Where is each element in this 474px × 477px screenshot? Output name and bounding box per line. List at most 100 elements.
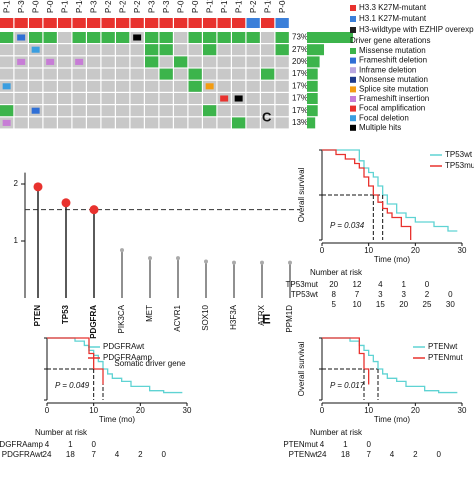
cell xyxy=(72,117,86,129)
cell xyxy=(0,56,14,68)
cell xyxy=(87,68,101,80)
sample-label: P-19 xyxy=(234,0,243,13)
cell xyxy=(217,44,231,56)
cell xyxy=(145,93,159,104)
cell xyxy=(58,105,72,117)
alteration xyxy=(217,32,231,43)
cell xyxy=(217,68,231,80)
cell xyxy=(174,117,188,129)
dot xyxy=(33,182,43,192)
alteration xyxy=(145,44,159,56)
risk-title: Number at risk xyxy=(310,268,363,277)
risk-count: 12 xyxy=(353,280,362,289)
risk-row-label: TP53mut xyxy=(286,280,319,289)
risk-count: 3 xyxy=(401,290,406,299)
cell xyxy=(174,93,188,104)
alteration xyxy=(159,32,173,43)
x-tick-label: 0 xyxy=(45,406,50,415)
legend-title: Driver gene alterations xyxy=(350,36,430,45)
alteration xyxy=(31,107,40,114)
cell xyxy=(72,105,86,117)
risk-count: 4 xyxy=(390,450,395,459)
h3-cell xyxy=(246,18,260,28)
cell xyxy=(174,44,188,56)
cell xyxy=(246,93,260,104)
legend-label: Multiple hits xyxy=(359,123,401,132)
alteration xyxy=(232,32,246,43)
legend-label: Nonsense mutation xyxy=(359,75,428,84)
cell xyxy=(246,105,260,117)
cell xyxy=(101,117,115,129)
x-axis-label: Somatic driver gene xyxy=(114,359,186,368)
cell xyxy=(261,105,275,117)
legend-swatch xyxy=(350,57,356,64)
alteration xyxy=(275,44,289,56)
legend-label: H3.3 K27M-mutant xyxy=(359,3,427,12)
legend-label: PDGFRAamp xyxy=(103,353,152,362)
risk-count: 3 xyxy=(378,290,383,299)
sample-label: P-11 xyxy=(205,0,214,13)
alteration xyxy=(234,95,243,102)
h3-cell xyxy=(145,18,159,28)
h3-cell xyxy=(174,18,188,28)
cell xyxy=(72,80,86,92)
risk-count: 7 xyxy=(355,290,360,299)
cell xyxy=(0,44,14,56)
sample-label: P-17 xyxy=(220,0,229,13)
cell xyxy=(58,56,72,68)
panel-label: C xyxy=(262,109,272,124)
cell xyxy=(130,56,144,68)
gene-label: MET xyxy=(145,305,154,322)
h3-cell xyxy=(58,18,72,28)
percent-label: 17% xyxy=(292,81,308,90)
legend-label: H3.1 K27M-mutant xyxy=(359,14,427,23)
cell xyxy=(87,117,101,129)
x-tick-label: 30 xyxy=(458,406,467,415)
dot xyxy=(260,260,264,265)
cell xyxy=(14,44,28,56)
x-tick-label: 30 xyxy=(183,406,192,415)
cell xyxy=(232,80,246,92)
risk-count: 0 xyxy=(161,450,166,459)
risk-count: 2 xyxy=(138,450,143,459)
x-tick-label: 20 xyxy=(411,406,420,415)
cell xyxy=(188,117,202,129)
cell xyxy=(203,68,217,80)
risk-count: 4 xyxy=(115,450,120,459)
cell xyxy=(246,68,260,80)
alteration xyxy=(29,32,43,43)
cell xyxy=(217,105,231,117)
cell xyxy=(58,32,72,43)
alteration xyxy=(2,119,11,126)
dot xyxy=(176,256,180,261)
p-value: P = 0.049 xyxy=(55,381,90,390)
gene-label: H3F3A xyxy=(229,304,238,330)
risk-title: Number at risk xyxy=(35,428,88,437)
cell xyxy=(29,80,43,92)
survival-curve xyxy=(322,149,412,240)
cell xyxy=(145,68,159,80)
cell xyxy=(101,44,115,56)
risk-row-label: PTENmut xyxy=(283,440,318,449)
gene-label: ACVR1 xyxy=(173,304,182,331)
cell xyxy=(116,93,130,104)
h3-cell xyxy=(188,18,202,28)
alteration xyxy=(174,56,188,68)
cell xyxy=(159,56,173,68)
alteration xyxy=(2,83,11,90)
alteration xyxy=(188,68,202,80)
alteration xyxy=(116,32,130,43)
legend-swatch xyxy=(350,105,356,112)
cell xyxy=(101,105,115,117)
cell xyxy=(29,56,43,68)
cell xyxy=(14,105,28,117)
cell xyxy=(14,80,28,92)
gene-label: PIK3CA xyxy=(117,304,126,333)
legend-swatch xyxy=(350,27,356,33)
cell xyxy=(58,68,72,80)
y-axis-label: Overall survival xyxy=(297,341,306,396)
cell xyxy=(159,117,173,129)
legend-swatch xyxy=(350,5,356,11)
alteration xyxy=(220,95,229,102)
cell xyxy=(275,117,289,129)
